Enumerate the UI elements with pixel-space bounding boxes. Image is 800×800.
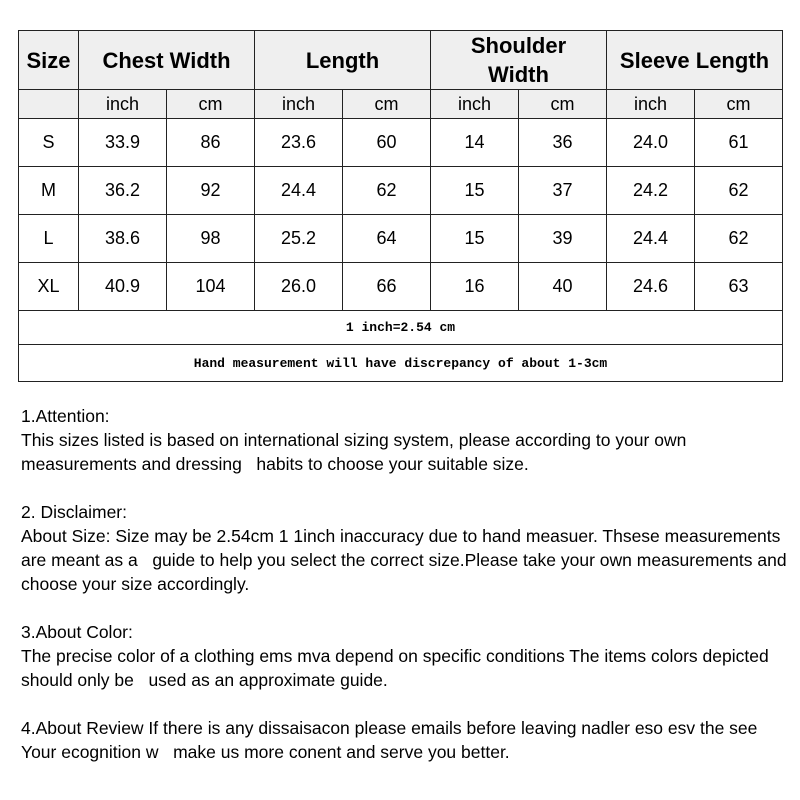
unit-cell: inch <box>430 89 519 119</box>
header-row: Size Chest Width Length Shoulder Width S… <box>18 30 783 90</box>
note-title: 3.About Color: <box>21 622 133 642</box>
note-body: The precise color of a clothing ems mva … <box>21 646 774 690</box>
size-label: XL <box>18 262 79 311</box>
measurement-cell: 24.4 <box>606 214 695 263</box>
header-size: Size <box>18 30 79 90</box>
size-label: S <box>18 118 79 167</box>
header-sleeve-length: Sleeve Length <box>606 30 783 90</box>
measurement-cell: 15 <box>430 166 519 215</box>
note-body: 4.About Review If there is any dissaisac… <box>21 718 762 762</box>
measurement-cell: 60 <box>342 118 431 167</box>
measurement-cell: 86 <box>166 118 255 167</box>
unit-cell: cm <box>694 89 783 119</box>
measurement-cell: 23.6 <box>254 118 343 167</box>
measurement-cell: 39 <box>518 214 607 263</box>
conversion-note: 1 inch=2.54 cm <box>18 310 783 345</box>
measurement-cell: 14 <box>430 118 519 167</box>
unit-cell: cm <box>518 89 607 119</box>
measurement-cell: 104 <box>166 262 255 311</box>
measurement-cell: 24.2 <box>606 166 695 215</box>
header-shoulder-width: Shoulder Width <box>430 30 607 90</box>
unit-cell: inch <box>78 89 167 119</box>
measurement-cell: 24.0 <box>606 118 695 167</box>
measurement-cell: 16 <box>430 262 519 311</box>
measurement-cell: 33.9 <box>78 118 167 167</box>
measurement-cell: 25.2 <box>254 214 343 263</box>
measurement-cell: 37 <box>518 166 607 215</box>
unit-cell: inch <box>254 89 343 119</box>
note-body: About Size: Size may be 2.54cm 1 1inch i… <box>21 526 792 594</box>
measurement-cell: 38.6 <box>78 214 167 263</box>
measurement-cell: 66 <box>342 262 431 311</box>
unit-cell: inch <box>606 89 695 119</box>
notes-section: 1.Attention: This sizes listed is based … <box>21 404 791 788</box>
measurement-cell: 26.0 <box>254 262 343 311</box>
note-title: 2. Disclaimer: <box>21 502 127 522</box>
unit-cell: cm <box>342 89 431 119</box>
note-disclaimer: 2. Disclaimer: About Size: Size may be 2… <box>21 500 791 596</box>
measurement-cell: 15 <box>430 214 519 263</box>
units-row: inch cm inch cm inch cm inch cm <box>18 89 783 119</box>
measurement-cell: 98 <box>166 214 255 263</box>
size-row: XL 40.9 104 26.0 66 16 40 24.6 63 <box>18 262 783 311</box>
note-attention: 1.Attention: This sizes listed is based … <box>21 404 791 476</box>
header-chest-width: Chest Width <box>78 30 255 90</box>
measurement-cell: 63 <box>694 262 783 311</box>
measurement-cell: 61 <box>694 118 783 167</box>
empty-cell <box>18 89 79 119</box>
measurement-cell: 62 <box>342 166 431 215</box>
size-row: L 38.6 98 25.2 64 15 39 24.4 62 <box>18 214 783 263</box>
measurement-cell: 40.9 <box>78 262 167 311</box>
measurement-cell: 62 <box>694 166 783 215</box>
size-row: M 36.2 92 24.4 62 15 37 24.2 62 <box>18 166 783 215</box>
measurement-cell: 36 <box>518 118 607 167</box>
size-label: L <box>18 214 79 263</box>
note-color: 3.About Color: The precise color of a cl… <box>21 620 791 692</box>
measurement-cell: 24.6 <box>606 262 695 311</box>
measurement-cell: 40 <box>518 262 607 311</box>
conversion-row: 1 inch=2.54 cm <box>18 310 783 345</box>
note-body: This sizes listed is based on internatio… <box>21 430 692 474</box>
discrepancy-note: Hand measurement will have discrepancy o… <box>18 344 783 382</box>
size-label: M <box>18 166 79 215</box>
size-chart-table: Size Chest Width Length Shoulder Width S… <box>18 30 783 382</box>
measurement-cell: 64 <box>342 214 431 263</box>
size-row: S 33.9 86 23.6 60 14 36 24.0 61 <box>18 118 783 167</box>
header-length: Length <box>254 30 431 90</box>
measurement-cell: 36.2 <box>78 166 167 215</box>
unit-cell: cm <box>166 89 255 119</box>
note-title: 1.Attention: <box>21 406 110 426</box>
measurement-cell: 92 <box>166 166 255 215</box>
discrepancy-row: Hand measurement will have discrepancy o… <box>18 344 783 382</box>
note-review: 4.About Review If there is any dissaisac… <box>21 716 791 764</box>
measurement-cell: 62 <box>694 214 783 263</box>
measurement-cell: 24.4 <box>254 166 343 215</box>
